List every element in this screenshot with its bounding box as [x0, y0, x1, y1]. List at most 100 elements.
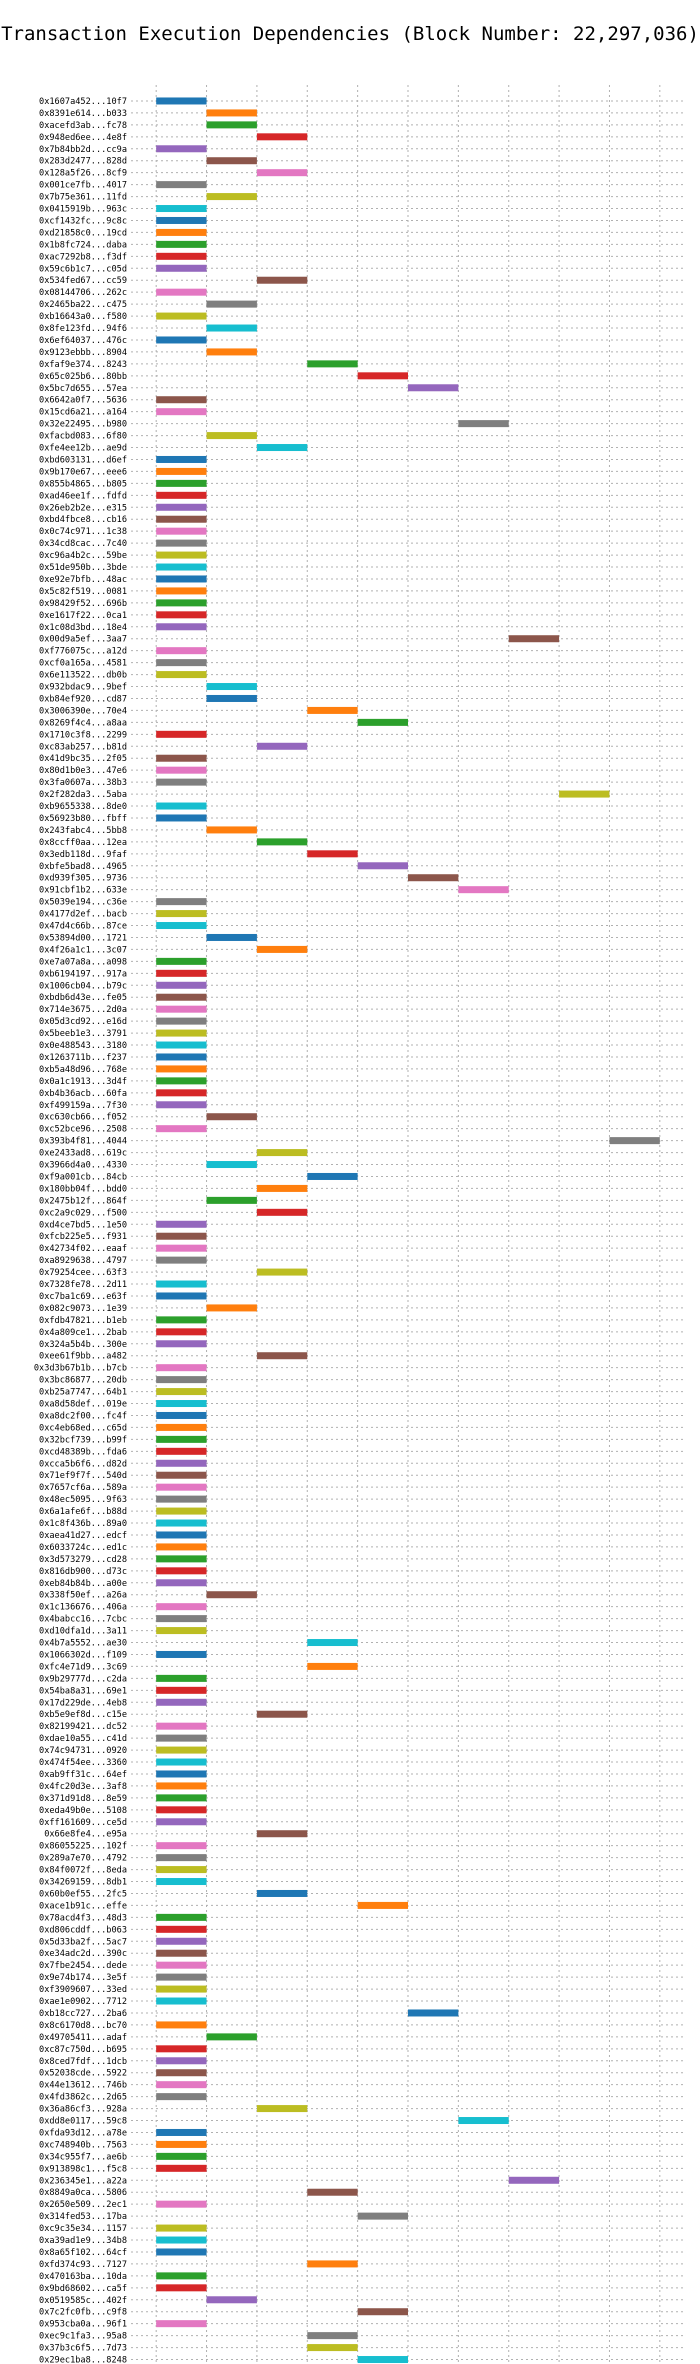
tx-label: 0x1066302d...f109	[39, 1650, 127, 1660]
task-bar	[156, 778, 207, 786]
tx-label: 0x3bc86877...20db	[39, 1376, 127, 1386]
tx-label: 0xfaf9e374...8243	[39, 360, 127, 370]
tx-label: 0x00d9a5ef...3aa7	[39, 635, 127, 645]
task-bar	[508, 635, 560, 643]
tx-label: 0xd806cddf...b063	[39, 1925, 127, 1935]
task-bar	[156, 1101, 207, 1109]
tx-label: 0x8a65f102...64cf	[39, 2248, 127, 2258]
tx-label: 0x7b75e361...11fd	[39, 193, 127, 203]
tx-label: 0x324a5b4b...300e	[39, 1340, 127, 1350]
tx-label: 0x66e8fe4...e95a	[44, 1830, 127, 1840]
task-bar	[256, 838, 308, 846]
tx-label: 0xb9655338...8de0	[39, 802, 127, 812]
tx-label: 0x5beeb1e3...3791	[39, 1029, 127, 1039]
task-bar	[156, 587, 207, 595]
tx-label: 0x4f26a1c1...3c07	[39, 945, 127, 955]
task-bar	[156, 1567, 207, 1575]
task-bar	[156, 288, 207, 296]
bars	[156, 97, 660, 2364]
task-bar	[156, 1507, 207, 1515]
tx-label: 0xc4eb68ed...c65d	[39, 1423, 127, 1433]
task-bar	[256, 1710, 308, 1718]
task-bar	[156, 503, 207, 511]
tx-label: 0x7657cf6a...589a	[39, 1483, 127, 1493]
task-bar	[156, 1722, 207, 1730]
task-bar	[206, 121, 257, 129]
tx-label: 0x32e22495...b980	[39, 420, 127, 430]
tx-label: 0xee61f9bb...a482	[39, 1352, 127, 1362]
task-bar	[156, 491, 207, 499]
tx-label: 0x371d91d8...8e59	[39, 1794, 127, 1804]
tx-label: 0x0519585c...402f	[39, 2296, 127, 2306]
task-bar	[156, 1292, 207, 1300]
tx-label: 0xbdb6d43e...fe05	[39, 993, 127, 1003]
task-bar	[156, 336, 207, 344]
tx-label: 0x6642a0f7...5636	[39, 396, 127, 406]
task-bar	[458, 2117, 509, 2125]
task-bar	[206, 2033, 257, 2041]
task-bar	[156, 2140, 207, 2148]
tx-label: 0x5d33ba2f...5ac7	[39, 1937, 127, 1947]
tx-label: 0x0415919b...963c	[39, 205, 127, 215]
task-bar	[156, 1913, 207, 1921]
task-bar	[156, 2128, 207, 2136]
task-bar	[156, 922, 207, 930]
task-bar	[256, 169, 308, 177]
tx-label: 0x082c9073...1e39	[39, 1304, 127, 1314]
tx-label: 0x4177d2ef...bacb	[39, 910, 127, 920]
task-bar	[156, 1866, 207, 1874]
tx-label: 0x6ef64037...476c	[39, 336, 127, 346]
task-bar	[156, 1997, 207, 2005]
task-bar	[156, 1794, 207, 1802]
task-bar	[206, 324, 257, 332]
tx-label: 0x0a1c1913...3d4f	[39, 1077, 127, 1087]
tx-label: 0x4fd3862c...2d65	[39, 2093, 127, 2103]
tx-label: 0xb18cc727...2ba6	[39, 2009, 127, 2019]
tx-label: 0xb84ef920...cd87	[39, 694, 127, 704]
tx-label: 0x37b3c6f5...7d73	[39, 2344, 127, 2354]
task-bar	[156, 479, 207, 487]
task-bar	[156, 754, 207, 762]
tx-label: 0xace1b91c...effe	[39, 1901, 127, 1911]
task-bar	[156, 1746, 207, 1754]
tx-label: 0xc52bce96...2508	[39, 1125, 127, 1135]
tx-label: 0xff161609...ce5d	[39, 1818, 127, 1828]
tx-label: 0x816db900...d73c	[39, 1567, 127, 1577]
task-bar	[206, 348, 257, 356]
task-bar	[156, 228, 207, 236]
tx-label: 0xac7292b8...f3df	[39, 252, 127, 262]
tx-label: 0xb16643a0...f580	[39, 312, 127, 322]
grid	[131, 85, 685, 2364]
task-bar	[206, 1196, 257, 1204]
tx-label: 0x180bb04f...bdd0	[39, 1184, 127, 1194]
task-bar	[307, 1662, 358, 1670]
task-bar	[156, 551, 207, 559]
tx-label: 0x289a7e70...4792	[39, 1854, 127, 1864]
tx-label: 0xe7a07a8a...a098	[39, 957, 127, 967]
task-bar	[256, 1208, 308, 1216]
task-bar	[156, 181, 207, 189]
task-bar	[156, 1985, 207, 1993]
task-bar	[156, 1734, 207, 1742]
task-bar	[156, 2093, 207, 2101]
task-bar	[156, 408, 207, 416]
task-bar	[408, 384, 459, 392]
task-bar	[156, 1244, 207, 1252]
task-bar	[156, 575, 207, 583]
tx-label: 0x32bcf739...b99f	[39, 1435, 127, 1445]
task-bar	[206, 300, 257, 308]
task-bar	[156, 1376, 207, 1384]
tx-label: 0xaea41d27...edcf	[39, 1531, 127, 1541]
tx-label: 0x86055225...102f	[39, 1842, 127, 1852]
tx-label: 0xa8929638...4797	[39, 1256, 127, 1266]
task-bar	[307, 1172, 358, 1180]
tx-label: 0x52038cde...5922	[39, 2069, 127, 2079]
task-bar	[156, 2284, 207, 2292]
task-bar	[256, 742, 308, 750]
task-bar	[156, 1615, 207, 1623]
tx-label: 0x36a86cf3...928a	[39, 2105, 127, 2115]
task-bar	[156, 312, 207, 320]
tx-label: 0xcf0a165a...4581	[39, 659, 127, 669]
tx-label: 0x49705411...adaf	[39, 2033, 127, 2043]
tx-label: 0xbd603131...d6ef	[39, 455, 127, 465]
